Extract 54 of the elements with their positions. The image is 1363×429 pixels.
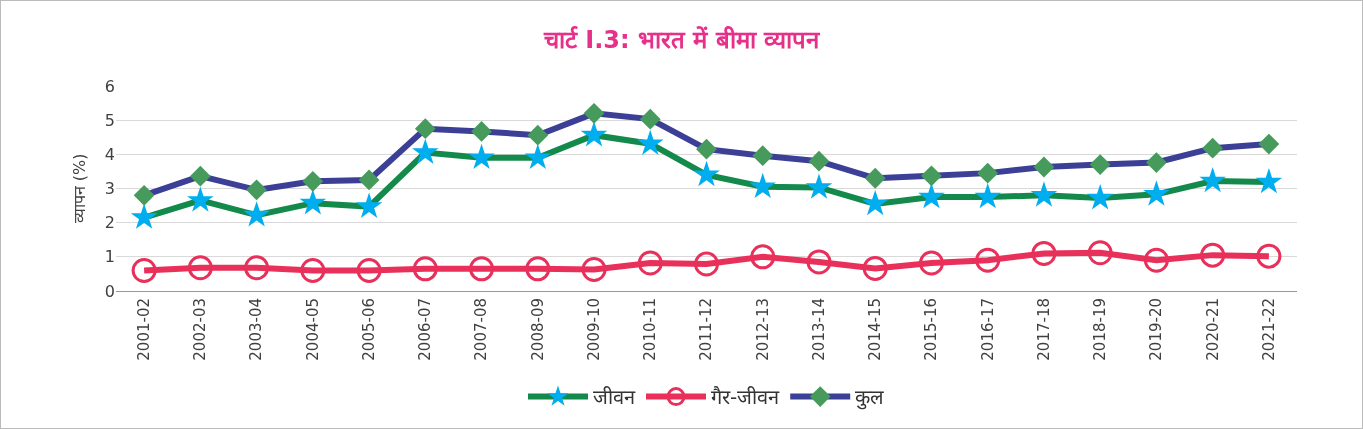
x-tick-label: 2007-08 (472, 298, 491, 361)
x-tick-label: 2021-22 (1259, 298, 1278, 361)
x-tick-label: 2008-09 (528, 298, 547, 361)
x-tick-label: 2014-15 (866, 298, 885, 361)
x-tick-label: 2003-04 (247, 298, 266, 361)
point (918, 250, 944, 276)
legend-label: जीवन (593, 385, 636, 410)
y-axis-title: व्यापन (%) (69, 153, 89, 224)
x-tick-label: 2017-18 (1034, 298, 1053, 361)
point (300, 258, 326, 283)
y-tick-label: 1 (104, 247, 115, 267)
x-tick-label: 2020-21 (1203, 298, 1222, 361)
legend-label: कुल (855, 385, 885, 411)
y-tick-label: 4 (104, 144, 115, 164)
point (694, 251, 719, 277)
x-tick-label: 2001-02 (134, 298, 153, 361)
x-tick-label: 2010-11 (641, 298, 660, 361)
point (356, 258, 382, 283)
x-tick-label: 2004-05 (303, 298, 322, 361)
point (581, 256, 607, 282)
x-tick-label: 2018-19 (1091, 298, 1110, 361)
point (412, 256, 438, 282)
y-tick-label: 5 (104, 110, 115, 130)
point (862, 255, 888, 281)
point (975, 247, 1001, 273)
x-tick-label: 2016-17 (978, 298, 997, 361)
point (1087, 240, 1113, 266)
point (806, 249, 832, 275)
x-tick-label: 2019-20 (1147, 298, 1166, 361)
y-tick-label: 2 (104, 213, 115, 233)
x-tick-label: 2012-13 (753, 298, 772, 361)
point (1256, 243, 1282, 269)
point (187, 255, 213, 281)
x-tick-label: 2002-03 (191, 298, 210, 361)
y-tick-label: 6 (104, 76, 115, 96)
point (1200, 242, 1226, 268)
x-tick-label: 2013-14 (809, 298, 828, 361)
x-tick-label: 2009-10 (584, 298, 603, 361)
point (244, 255, 270, 281)
y-tick-label: 0 (104, 281, 115, 301)
point (469, 256, 495, 282)
point (525, 256, 551, 282)
chart-title: चार्ट I.3: भारत में बीमा व्यापन (542, 25, 822, 54)
point (1031, 240, 1057, 266)
point (1143, 247, 1169, 273)
point (637, 250, 663, 276)
point (131, 258, 157, 283)
x-tick-label: 2005-06 (359, 298, 378, 361)
y-tick-label: 3 (104, 179, 115, 199)
point (750, 244, 776, 270)
legend-label: गैर-जीवन (711, 385, 781, 410)
x-tick-label: 2006-07 (416, 298, 435, 361)
x-tick-label: 2011-12 (697, 298, 716, 361)
x-tick-label: 2015-16 (922, 298, 941, 361)
